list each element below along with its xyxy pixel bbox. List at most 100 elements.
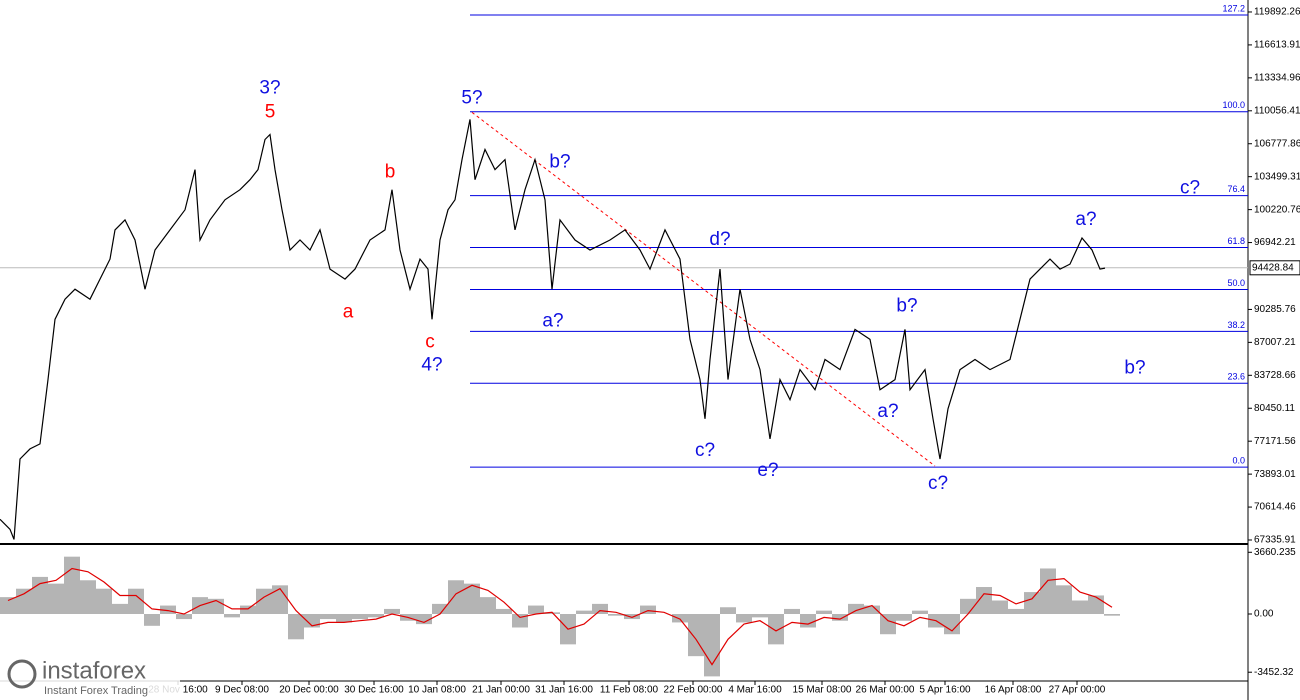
histogram-bar <box>96 588 112 614</box>
wave-label: b? <box>1124 358 1145 379</box>
fib-label: 23.6 <box>1227 372 1245 382</box>
x-tick-label: 4 Mar 16:00 <box>728 685 782 696</box>
y-tick-label: 80450.11 <box>1254 403 1295 414</box>
histogram-bar <box>0 597 16 614</box>
histogram-bar <box>736 614 752 623</box>
wave-label: 3? <box>259 77 280 98</box>
y-tick-label: 70614.46 <box>1254 502 1296 513</box>
x-tick-label: 20 Dec 00:00 <box>279 685 339 696</box>
histogram-bar <box>64 556 80 614</box>
wave-label: 5? <box>461 87 482 108</box>
histogram-bar <box>320 614 336 620</box>
y-tick-label: 96942.21 <box>1254 237 1296 248</box>
wave-label: e? <box>757 460 778 481</box>
x-tick-label: 11 Feb 08:00 <box>600 685 659 696</box>
histogram-bar <box>672 614 688 623</box>
y-tick-label: 3660.235 <box>1254 547 1296 558</box>
histogram-bar <box>224 614 240 618</box>
y-tick-label: 73893.01 <box>1254 469 1296 480</box>
histogram-bar <box>80 580 96 614</box>
x-tick-label: 15 Mar 08:00 <box>793 685 852 696</box>
histogram-bar <box>352 614 368 620</box>
histogram-bar <box>1040 568 1056 614</box>
histogram-bar <box>16 588 32 614</box>
histogram-bar <box>768 614 784 645</box>
wave-label: c <box>425 331 435 352</box>
y-tick-label: 83728.66 <box>1254 370 1296 381</box>
wave-label: 5 <box>265 101 276 122</box>
histogram-bar <box>384 608 400 614</box>
wave-label: d? <box>709 229 730 250</box>
histogram-bar <box>304 614 320 628</box>
histogram-bar <box>48 583 64 614</box>
y-tick-label: 87007.21 <box>1254 337 1296 348</box>
histogram-bar <box>464 583 480 614</box>
histogram-bar <box>160 605 176 614</box>
histogram-bar <box>848 603 864 614</box>
histogram-bar <box>1088 595 1104 614</box>
histogram-bar <box>720 607 736 614</box>
y-tick-label: 110056.41 <box>1254 105 1300 116</box>
histogram-bar <box>496 608 512 614</box>
wave-label: c? <box>695 440 715 461</box>
histogram-bar <box>832 614 848 621</box>
x-tick-label: 9 Dec 08:00 <box>215 685 269 696</box>
wave-label: 4? <box>421 355 442 376</box>
x-tick-label: 26 Mar 00:00 <box>856 685 915 696</box>
y-tick-label: 116613.91 <box>1254 40 1300 51</box>
histogram-bar <box>704 614 720 677</box>
histogram-bar <box>480 597 496 614</box>
histogram-bar <box>592 603 608 614</box>
histogram-bar <box>272 585 288 614</box>
histogram-bar <box>1104 614 1120 616</box>
histogram-bar <box>112 603 128 614</box>
wave-label: a? <box>877 401 898 422</box>
histogram-bar <box>960 598 976 614</box>
histogram-bar <box>992 600 1008 614</box>
wave-label: a? <box>1075 209 1096 230</box>
x-tick-label: 27 Apr 00:00 <box>1049 685 1106 696</box>
watermark-tagline: Instant Forex Trading <box>44 685 148 697</box>
x-tick-label: 30 Dec 16:00 <box>344 685 404 696</box>
histogram-bar <box>608 614 624 616</box>
watermark-name: instaforex <box>42 657 146 684</box>
current-price-label: 94428.84 <box>1252 262 1294 273</box>
histogram-bar <box>688 614 704 657</box>
fib-label: 100.0 <box>1222 100 1245 110</box>
histogram-bar <box>144 614 160 626</box>
histogram-bar <box>512 614 528 628</box>
watermark: instaforex Instant Forex Trading <box>0 656 180 698</box>
y-tick-label: 67335.91 <box>1254 535 1296 546</box>
signal-line <box>7 567 1113 666</box>
histogram-bar <box>288 614 304 640</box>
y-tick-label: 0.00 <box>1254 609 1274 620</box>
histogram-bar <box>240 605 256 614</box>
wave-label: a? <box>542 310 563 331</box>
y-tick-label: 77171.56 <box>1254 436 1296 447</box>
wave-label: b? <box>896 295 917 316</box>
price-line <box>0 119 1106 540</box>
y-tick-label: 113334.96 <box>1254 72 1300 83</box>
histogram-bar <box>432 603 448 614</box>
y-tick-label: 106777.86 <box>1254 138 1300 149</box>
wave-label: c? <box>1180 178 1200 199</box>
fib-label: 76.4 <box>1227 184 1245 194</box>
histogram-bar <box>1024 592 1040 614</box>
histogram-bar <box>1056 585 1072 614</box>
y-tick-label: 103499.31 <box>1254 171 1300 182</box>
histogram-bar <box>1072 600 1088 614</box>
x-tick-label: 16 Apr 08:00 <box>985 685 1042 696</box>
histogram-bar <box>912 610 928 614</box>
histogram-bar <box>576 610 592 614</box>
y-tick-label: 119892.26 <box>1254 7 1300 18</box>
histogram-bar <box>1008 608 1024 614</box>
x-tick-label: 10 Jan 08:00 <box>408 685 466 696</box>
histogram-bar <box>880 614 896 635</box>
fib-label: 0.0 <box>1232 456 1245 466</box>
wave-label: b <box>385 162 396 183</box>
x-tick-label: 22 Feb 00:00 <box>664 685 723 696</box>
histogram-bar <box>640 605 656 614</box>
x-tick-label: 31 Jan 16:00 <box>535 685 593 696</box>
fib-label: 61.8 <box>1227 236 1245 246</box>
